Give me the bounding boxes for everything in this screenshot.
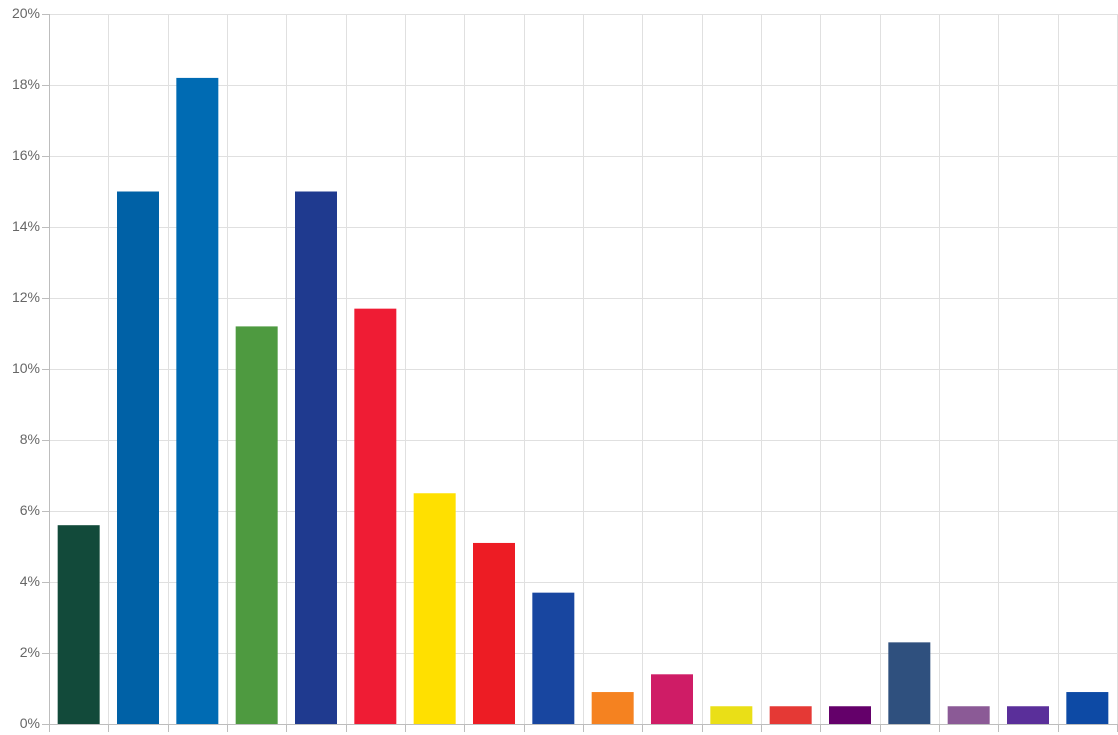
y-tick-label: 4%: [20, 573, 40, 589]
bar-13[interactable]: [769, 706, 812, 724]
bar-10[interactable]: [591, 692, 634, 724]
x-axis: [49, 724, 1118, 732]
y-tick-label: 2%: [20, 644, 40, 660]
bar-5[interactable]: [295, 191, 337, 725]
bar-4[interactable]: [235, 326, 278, 724]
bar-1[interactable]: [57, 525, 100, 724]
y-tick-label: 10%: [12, 360, 40, 376]
bar-2[interactable]: [117, 191, 159, 725]
bar-16[interactable]: [947, 706, 990, 724]
bar-18[interactable]: [1066, 692, 1109, 724]
vertical-gridlines: [49, 14, 1118, 724]
bars: [57, 77, 1109, 725]
bar-11[interactable]: [651, 674, 693, 724]
y-tick-label: 20%: [12, 5, 40, 21]
y-tick-label: 8%: [20, 431, 40, 447]
bar-6[interactable]: [354, 308, 397, 724]
y-tick-label: 16%: [12, 147, 40, 163]
bar-14[interactable]: [829, 706, 871, 724]
bar-7[interactable]: [413, 493, 456, 724]
y-tick-label: 6%: [20, 502, 40, 518]
y-axis: 0% 2% 4% 6% 8% 10% 12% 14% 16% 18% 20%: [12, 5, 49, 731]
y-tick-label: 14%: [12, 218, 40, 234]
bar-15[interactable]: [888, 642, 931, 724]
bar-17[interactable]: [1007, 706, 1049, 724]
y-tick-label: 18%: [12, 76, 40, 92]
bar-12[interactable]: [710, 706, 753, 724]
bar-8[interactable]: [473, 542, 515, 724]
y-tick-label: 0%: [20, 715, 40, 731]
bar-3[interactable]: [176, 77, 219, 724]
y-tick-label: 12%: [12, 289, 40, 305]
bar-9[interactable]: [532, 592, 575, 724]
